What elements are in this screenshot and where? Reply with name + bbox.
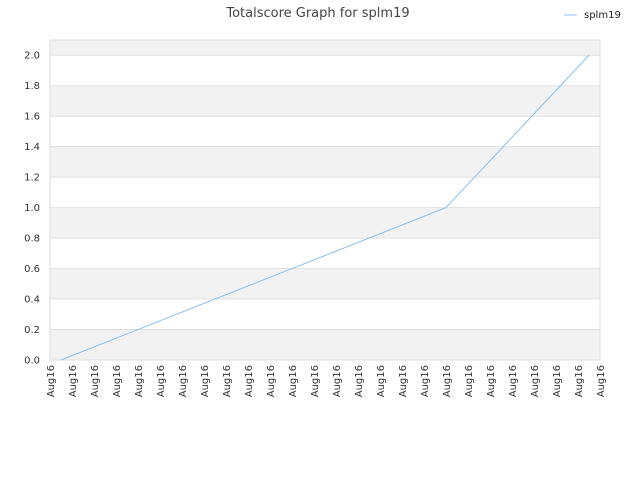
x-tick-label: Aug16 <box>530 365 541 397</box>
y-tick-label: 0.6 <box>24 264 40 275</box>
x-tick-label: Aug16 <box>596 365 607 397</box>
x-tick-label: Aug16 <box>508 365 519 397</box>
x-tick-label: Aug16 <box>332 365 343 397</box>
y-axis: 0.0 0.2 0.4 0.6 0.8 1.0 1.2 1.4 1.6 1.8 2.0 <box>24 51 40 367</box>
series-line <box>60 54 590 361</box>
x-tick-label: Aug16 <box>112 365 123 397</box>
x-tick-label: Aug16 <box>442 365 453 397</box>
x-tick-label: Aug16 <box>376 365 387 397</box>
x-tick-label: Aug16 <box>574 365 585 397</box>
y-tick-label: 2.0 <box>24 51 40 62</box>
plot-band <box>50 329 600 360</box>
x-tick-label: Aug16 <box>310 365 321 397</box>
x-tick-label: Aug16 <box>464 365 475 397</box>
x-tick-label: Aug16 <box>222 365 233 397</box>
x-axis: Aug16 Aug16 Aug16 Aug16 Aug16 Aug16 Aug16 Aug16… <box>46 365 607 397</box>
chart-title: Totalscore Graph for splm19 <box>225 6 409 21</box>
legend: splm19 <box>564 10 621 21</box>
y-tick-label: 0.8 <box>24 234 40 245</box>
x-tick-label: Aug16 <box>244 365 255 397</box>
plot-band <box>50 85 600 117</box>
legend-label: splm19 <box>584 10 621 21</box>
x-tick-label: Aug16 <box>288 365 299 397</box>
y-tick-label: 1.6 <box>24 112 40 123</box>
x-tick-label: Aug16 <box>398 365 409 397</box>
y-tick-label: 0.0 <box>24 356 40 367</box>
plot-band <box>50 207 600 239</box>
x-tick-label: Aug16 <box>178 365 189 397</box>
x-tick-label: Aug16 <box>486 365 497 397</box>
x-tick-label: Aug16 <box>420 365 431 397</box>
x-tick-label: Aug16 <box>68 365 79 397</box>
plot-bands <box>50 40 600 360</box>
y-tick-label: 1.2 <box>24 173 40 184</box>
grid-lines <box>50 54 600 361</box>
y-tick-label: 0.2 <box>24 325 40 336</box>
x-tick-label: Aug16 <box>552 365 563 397</box>
series-group <box>60 54 590 361</box>
x-tick-label: Aug16 <box>200 365 211 397</box>
x-tick-label: Aug16 <box>90 365 101 397</box>
plot-frame <box>49 39 601 361</box>
plot-band <box>50 40 600 56</box>
y-tick-label: 1.4 <box>24 142 40 153</box>
y-tick-label: 0.4 <box>24 295 40 306</box>
x-tick-label: Aug16 <box>354 365 365 397</box>
x-tick-label: Aug16 <box>134 365 145 397</box>
y-tick-label: 1.0 <box>24 203 40 214</box>
plot-band <box>50 146 600 178</box>
x-tick-label: Aug16 <box>156 365 167 397</box>
x-tick-label: Aug16 <box>266 365 277 397</box>
plot-band <box>50 268 600 300</box>
y-tick-label: 1.8 <box>24 81 40 92</box>
x-tick-label: Aug16 <box>46 365 57 397</box>
